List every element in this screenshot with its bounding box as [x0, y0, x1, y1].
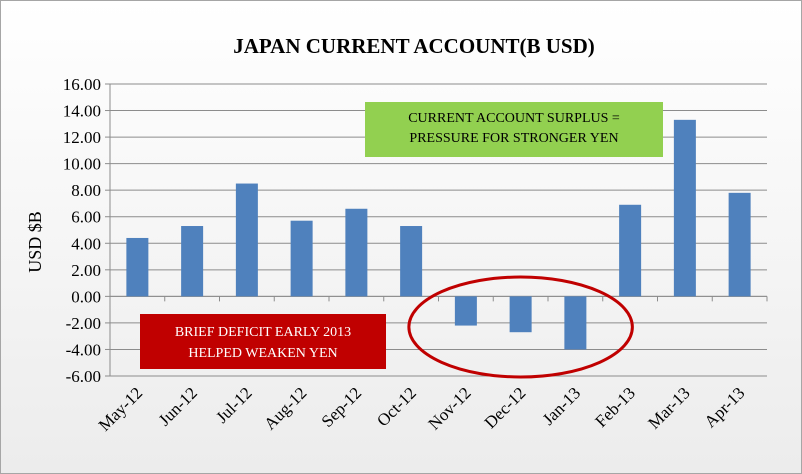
chart-title: JAPAN CURRENT ACCOUNT(B USD): [233, 34, 595, 58]
deficit-callout: BRIEF DEFICIT EARLY 2013 HELPED WEAKEN YE…: [140, 314, 386, 369]
bars: [126, 119, 751, 350]
x-tick-label: Oct-12: [373, 383, 420, 430]
y-tick-label: 0.00: [71, 287, 101, 306]
bar-aug-12: [290, 220, 313, 297]
axes: [105, 83, 768, 377]
bar-sep-12: [345, 208, 368, 297]
y-tick-label: 12.00: [63, 128, 101, 147]
surplus-callout: CURRENT ACCOUNT SURPLUS = PRESSURE FOR ST…: [365, 102, 663, 157]
callout-text: PRESSURE FOR STRONGER YEN: [409, 131, 618, 146]
callout-text: BRIEF DEFICIT EARLY 2013: [175, 325, 351, 340]
annotations: CURRENT ACCOUNT SURPLUS = PRESSURE FOR ST…: [140, 102, 663, 379]
y-tick-label: 2.00: [71, 261, 101, 280]
x-tick-label: Jan-13: [539, 383, 584, 428]
bar-jul-12: [235, 183, 258, 297]
callout-box: [140, 314, 386, 369]
y-tick-labels: 16.00 14.00 12.00 10.00 8.00 6.00 4.00 2.00 0.00…: [63, 75, 101, 386]
highlight-ellipse: [407, 275, 634, 379]
y-tick-label: -4.00: [66, 340, 101, 359]
x-tick-label: May-12: [95, 383, 146, 434]
x-tick-label: Mar-13: [644, 383, 693, 432]
bar-apr-13: [728, 192, 751, 297]
y-tick-label: 10.00: [63, 155, 101, 174]
y-tick-label: 6.00: [71, 208, 101, 227]
x-tick-label: Aug-12: [260, 383, 310, 433]
bar-jan-13: [564, 296, 587, 350]
x-tick-label: Feb-13: [591, 383, 638, 430]
bar-feb-13: [619, 204, 642, 297]
y-tick-label: -2.00: [66, 314, 101, 333]
callout-box: [365, 102, 663, 157]
bar-oct-12: [400, 226, 423, 297]
callout-text: HELPED WEAKEN YEN: [188, 346, 337, 361]
y-tick-label: 14.00: [63, 102, 101, 121]
x-tick-label: Apr-13: [701, 383, 749, 431]
y-tick-label: 4.00: [71, 234, 101, 253]
x-tick-label: Sep-12: [318, 383, 365, 430]
bar-jun-12: [181, 226, 204, 297]
bar-dec-12: [509, 296, 532, 333]
bar-mar-13: [673, 119, 696, 297]
y-tick-label: 16.00: [63, 75, 101, 94]
callout-text: CURRENT ACCOUNT SURPLUS =: [408, 111, 620, 126]
x-tick-label: Jul-12: [212, 383, 255, 426]
y-tick-label: -6.00: [66, 367, 101, 386]
x-tick-label: Nov-12: [425, 383, 475, 433]
bar-may-12: [126, 237, 149, 297]
x-tick-label: Dec-12: [481, 383, 530, 432]
y-axis-label: USD $B: [25, 211, 45, 273]
x-tick-label: Jun-12: [155, 383, 201, 429]
x-tick-labels: May-12 Jun-12 Jul-12 Aug-12 Sep-12 Oct-12 Nov-…: [95, 383, 749, 434]
y-tick-label: 8.00: [71, 181, 101, 200]
bar-nov-12: [454, 296, 477, 326]
